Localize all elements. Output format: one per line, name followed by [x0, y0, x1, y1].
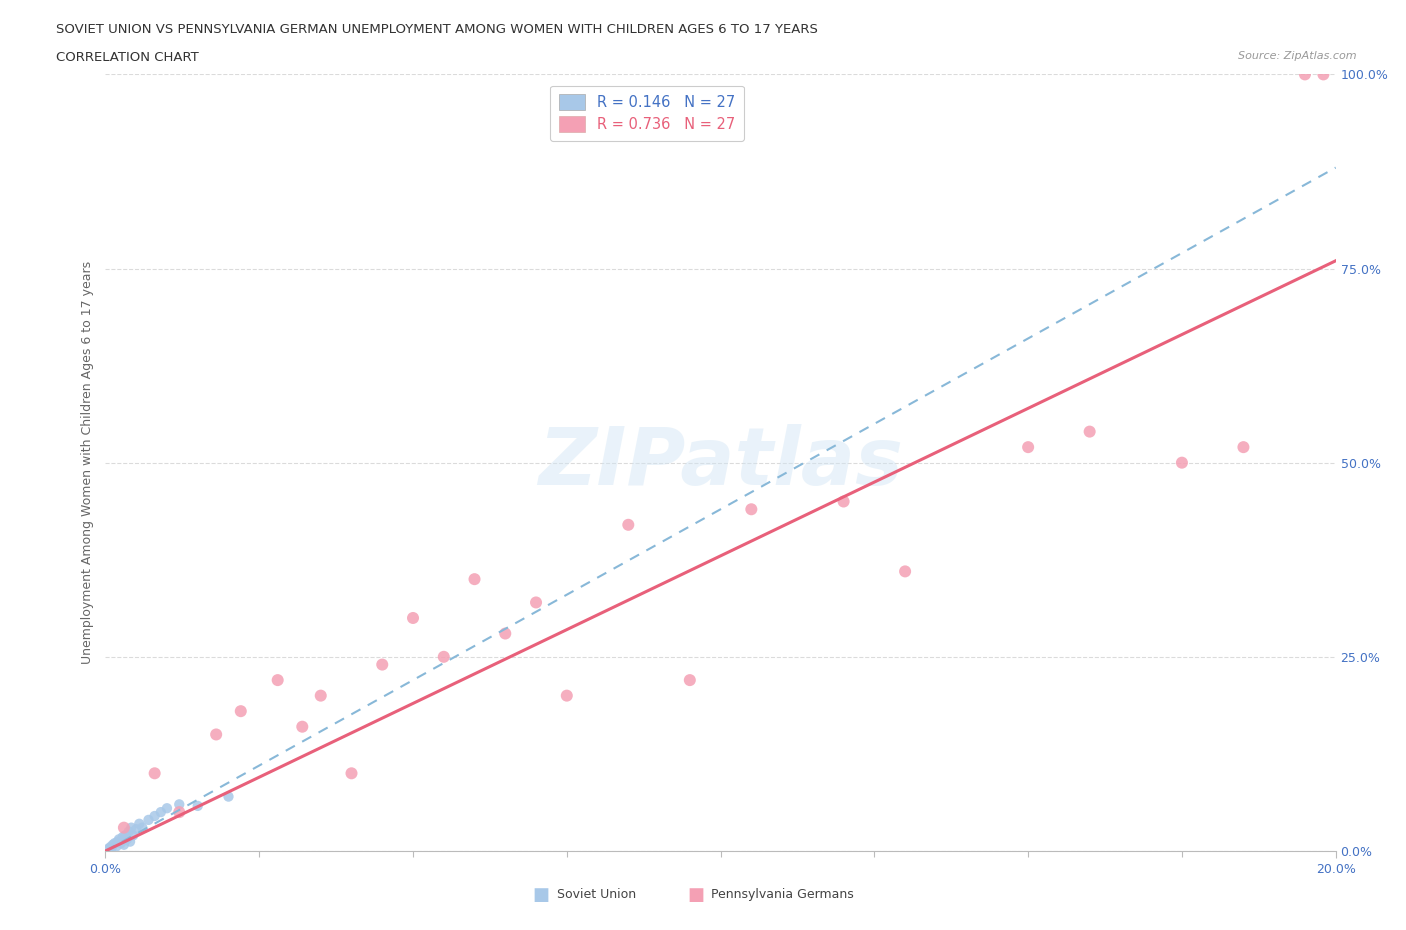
Point	[187, 799, 209, 814]
Point	[115, 831, 138, 846]
Point	[494, 626, 516, 641]
Point	[156, 801, 179, 816]
Point	[169, 804, 191, 819]
Text: ZIPatlas: ZIPatlas	[538, 424, 903, 501]
Point	[433, 649, 456, 664]
Point	[1078, 424, 1101, 439]
Point	[218, 790, 240, 804]
Point	[131, 820, 153, 835]
Point	[98, 840, 122, 855]
Point	[110, 836, 132, 851]
Point	[169, 797, 191, 812]
Point	[555, 688, 578, 703]
Point	[114, 828, 136, 843]
Point	[1294, 67, 1316, 82]
Point	[229, 704, 252, 719]
Point	[1017, 440, 1039, 455]
Point	[108, 831, 131, 846]
Point	[205, 727, 228, 742]
Legend: R = 0.146   N = 27, R = 0.736   N = 27: R = 0.146 N = 27, R = 0.736 N = 27	[550, 86, 744, 140]
Y-axis label: Unemployment Among Women with Children Ages 6 to 17 years: Unemployment Among Women with Children A…	[82, 261, 94, 664]
Point	[118, 824, 141, 839]
Point	[832, 494, 855, 509]
Point	[105, 839, 128, 854]
Point	[143, 808, 166, 823]
Point	[371, 658, 394, 672]
Point	[138, 813, 160, 828]
Point	[464, 572, 486, 587]
Point	[107, 834, 129, 849]
Point	[125, 822, 148, 837]
Point	[1312, 67, 1334, 82]
Point	[1171, 456, 1194, 471]
Point	[894, 564, 917, 578]
Point	[291, 719, 314, 734]
Point	[101, 837, 124, 852]
Point	[143, 766, 166, 781]
Point	[402, 611, 425, 626]
Point	[149, 804, 172, 819]
Text: ■: ■	[533, 885, 550, 904]
Point	[524, 595, 547, 610]
Point	[122, 828, 145, 843]
Point	[97, 841, 120, 856]
Text: ■: ■	[688, 885, 704, 904]
Point	[100, 841, 122, 856]
Text: CORRELATION CHART: CORRELATION CHART	[56, 51, 200, 64]
Text: SOVIET UNION VS PENNSYLVANIA GERMAN UNEMPLOYMENT AMONG WOMEN WITH CHILDREN AGES : SOVIET UNION VS PENNSYLVANIA GERMAN UNEM…	[56, 23, 818, 36]
Point	[111, 830, 134, 844]
Point	[128, 817, 150, 831]
Point	[120, 834, 141, 849]
Point	[267, 672, 290, 687]
Point	[112, 820, 135, 835]
Point	[679, 672, 702, 687]
Point	[104, 836, 127, 851]
Text: Pennsylvania Germans: Pennsylvania Germans	[711, 888, 855, 901]
Text: Source: ZipAtlas.com: Source: ZipAtlas.com	[1239, 51, 1357, 61]
Point	[112, 837, 135, 852]
Point	[120, 820, 142, 835]
Text: Soviet Union: Soviet Union	[557, 888, 636, 901]
Point	[309, 688, 332, 703]
Point	[1232, 440, 1254, 455]
Point	[340, 766, 363, 781]
Point	[740, 502, 762, 517]
Point	[617, 517, 640, 532]
